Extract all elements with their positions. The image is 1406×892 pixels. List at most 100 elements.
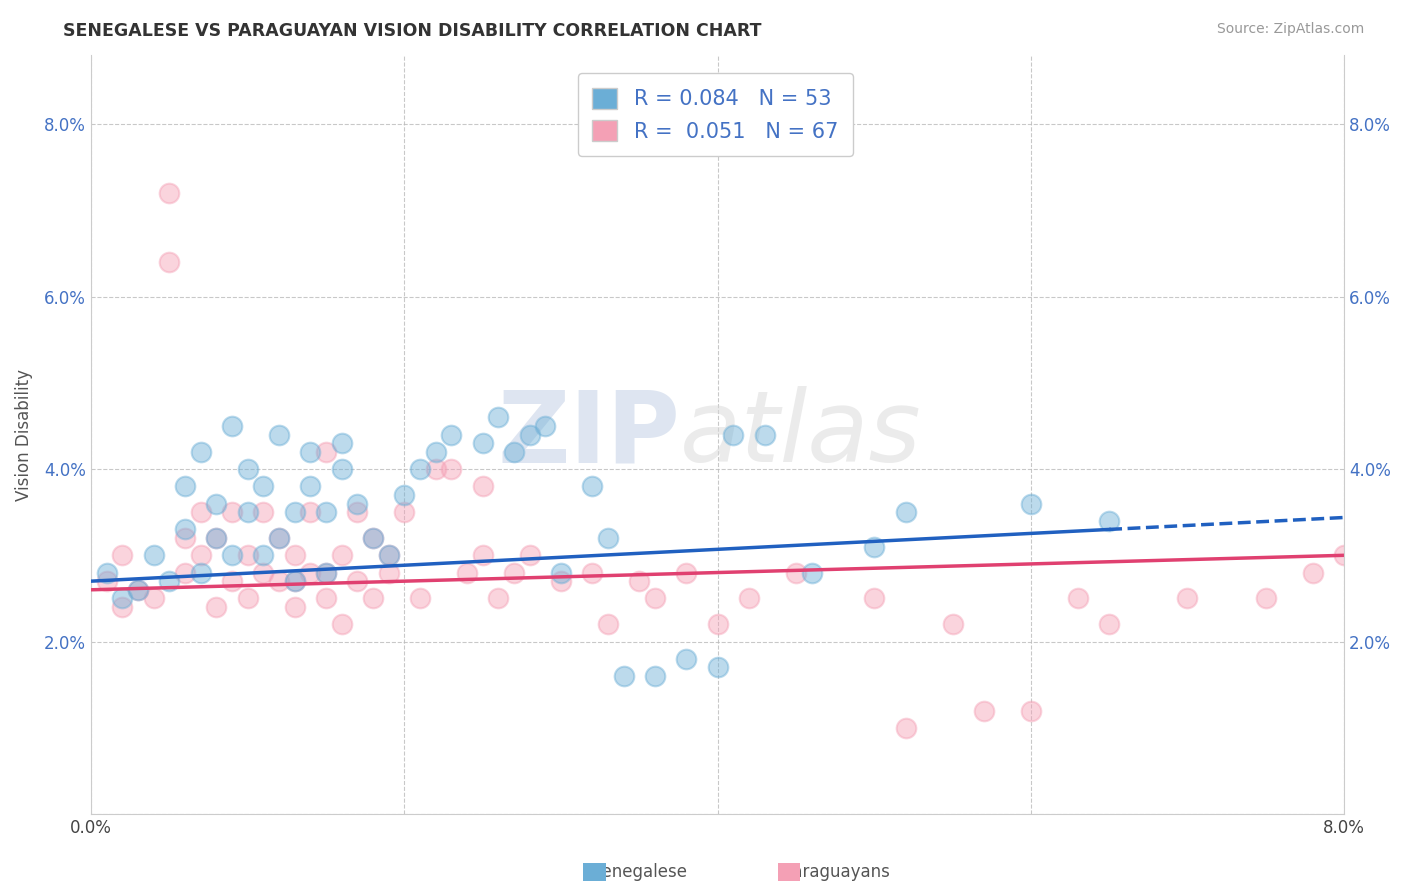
Point xyxy=(941,617,963,632)
Point xyxy=(644,591,666,606)
Point xyxy=(252,566,274,580)
Point xyxy=(299,505,322,519)
Point xyxy=(1067,591,1090,606)
Point xyxy=(785,566,807,580)
Point xyxy=(675,566,697,580)
Point xyxy=(299,566,322,580)
Point xyxy=(236,505,259,519)
Point xyxy=(361,591,384,606)
Point xyxy=(1019,704,1042,718)
Point xyxy=(377,549,399,563)
Point xyxy=(315,445,337,459)
Point xyxy=(284,574,307,589)
Point xyxy=(706,660,728,674)
Point xyxy=(330,436,353,450)
Point xyxy=(205,600,228,615)
Point xyxy=(252,505,274,519)
Point xyxy=(361,531,384,545)
Text: ZIP: ZIP xyxy=(498,386,681,483)
Point xyxy=(267,574,290,589)
Point xyxy=(581,566,603,580)
Point xyxy=(486,591,509,606)
Point xyxy=(596,617,619,632)
Point xyxy=(236,462,259,476)
Point xyxy=(471,479,494,493)
Point xyxy=(315,566,337,580)
Point xyxy=(221,549,243,563)
Point xyxy=(1302,566,1324,580)
Point xyxy=(330,549,353,563)
Point xyxy=(456,566,478,580)
Point xyxy=(157,186,180,200)
Point xyxy=(1019,497,1042,511)
Point xyxy=(284,600,307,615)
Point xyxy=(174,479,197,493)
Point xyxy=(738,591,761,606)
Point xyxy=(1098,514,1121,528)
Point xyxy=(127,582,149,597)
Point xyxy=(96,574,118,589)
Point xyxy=(377,566,399,580)
Point xyxy=(127,582,149,597)
Point xyxy=(267,531,290,545)
Point xyxy=(111,591,134,606)
Point xyxy=(409,591,432,606)
Point xyxy=(267,427,290,442)
Point xyxy=(581,479,603,493)
Point xyxy=(315,505,337,519)
Point xyxy=(252,479,274,493)
Point xyxy=(471,436,494,450)
Point xyxy=(205,497,228,511)
Point xyxy=(174,566,197,580)
Point xyxy=(425,445,447,459)
Point xyxy=(111,549,134,563)
Point xyxy=(190,445,212,459)
Point xyxy=(284,549,307,563)
Point xyxy=(142,549,165,563)
Point xyxy=(190,505,212,519)
Point xyxy=(519,427,541,442)
Point xyxy=(157,255,180,269)
Point xyxy=(628,574,651,589)
Point xyxy=(221,574,243,589)
Point xyxy=(330,462,353,476)
Point xyxy=(486,410,509,425)
Point xyxy=(706,617,728,632)
Point xyxy=(252,549,274,563)
Point xyxy=(190,549,212,563)
Point xyxy=(394,488,416,502)
Point xyxy=(503,566,526,580)
Point xyxy=(377,549,399,563)
Point xyxy=(394,505,416,519)
Point xyxy=(330,617,353,632)
Legend: R = 0.084   N = 53, R =  0.051   N = 67: R = 0.084 N = 53, R = 0.051 N = 67 xyxy=(578,73,853,156)
Point xyxy=(284,505,307,519)
Point xyxy=(519,549,541,563)
Point xyxy=(236,591,259,606)
Point xyxy=(800,566,823,580)
Point xyxy=(315,591,337,606)
Point xyxy=(973,704,995,718)
Point xyxy=(221,505,243,519)
Point xyxy=(1333,549,1355,563)
Point xyxy=(1098,617,1121,632)
Point xyxy=(613,669,636,683)
Point xyxy=(346,574,368,589)
Point xyxy=(111,600,134,615)
Text: Source: ZipAtlas.com: Source: ZipAtlas.com xyxy=(1216,22,1364,37)
Point xyxy=(425,462,447,476)
Point xyxy=(550,566,572,580)
Point xyxy=(440,462,463,476)
Point xyxy=(863,591,886,606)
Point xyxy=(721,427,744,442)
Point xyxy=(1177,591,1199,606)
Point xyxy=(190,566,212,580)
Point xyxy=(299,445,322,459)
Point xyxy=(534,419,557,434)
Point xyxy=(596,531,619,545)
Text: atlas: atlas xyxy=(681,386,921,483)
Point xyxy=(644,669,666,683)
Point xyxy=(754,427,776,442)
Point xyxy=(96,566,118,580)
Point xyxy=(361,531,384,545)
